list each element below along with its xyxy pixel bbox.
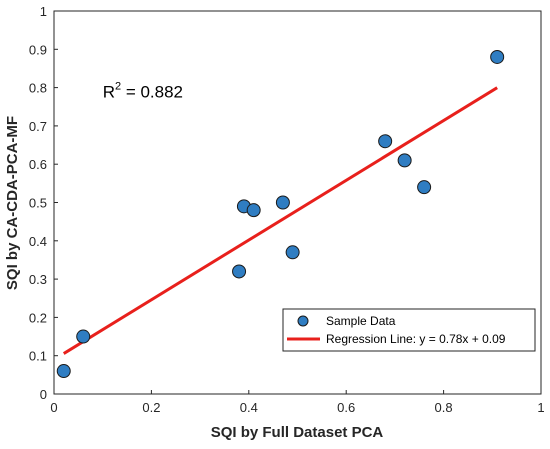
data-point	[275, 195, 290, 210]
x-axis-label: SQI by Full Dataset PCA	[211, 424, 384, 441]
y-tick-label: 0.2	[29, 310, 47, 325]
r-squared-superscript: 2	[115, 80, 121, 92]
x-tick-labels: 0 0.2 0.4 0.6 0.8 1	[50, 400, 544, 415]
regression-line	[62, 86, 498, 355]
y-tick-label: 0.9	[29, 42, 47, 57]
data-point	[285, 245, 300, 260]
y-tick-label: 0.1	[29, 349, 47, 364]
y-tick-label: 1	[40, 4, 47, 19]
legend-marker-sample-data	[297, 315, 309, 327]
data-points	[56, 49, 505, 379]
x-tick-label: 0.2	[142, 400, 160, 415]
x-tick-label: 0	[50, 400, 57, 415]
data-point	[417, 180, 432, 195]
x-tick-label: 0.4	[240, 400, 258, 415]
y-tick-label: 0.5	[29, 196, 47, 211]
x-tick-label: 0.8	[435, 400, 453, 415]
data-point	[246, 203, 261, 218]
y-tick-label: 0.6	[29, 157, 47, 172]
legend-label-sample-data: Sample Data	[326, 314, 396, 328]
y-tick-labels: 0 0.1 0.2 0.3 0.4 0.5 0.6 0.7 0.8 0.9 1	[29, 4, 47, 402]
data-point	[232, 264, 247, 279]
regression-line-group	[62, 86, 498, 355]
r-squared-annotation: R2 = 0.882	[103, 80, 183, 101]
plot-border	[53, 10, 542, 395]
data-point	[397, 153, 412, 168]
y-tick-label: 0.7	[29, 119, 47, 134]
data-point	[378, 134, 393, 149]
r-squared-symbol: R	[103, 82, 115, 101]
data-point	[56, 364, 71, 379]
y-axis-label: SQI by CA-CDA-PCA-MF	[4, 116, 21, 290]
y-tick-label: 0.8	[29, 81, 47, 96]
legend: Sample Data Regression Line: y = 0.78x + …	[282, 308, 536, 352]
legend-box	[282, 308, 536, 352]
data-point	[490, 49, 505, 64]
y-tick-label: 0.3	[29, 272, 47, 287]
x-tick-label: 0.6	[337, 400, 355, 415]
r-squared-value: = 0.882	[121, 82, 183, 101]
legend-label-regression-line: Regression Line: y = 0.78x + 0.09	[326, 332, 506, 346]
x-tick-label: 1	[537, 400, 544, 415]
y-tick-label: 0	[40, 387, 47, 402]
y-tick-label: 0.4	[29, 234, 47, 249]
data-point	[76, 329, 91, 344]
